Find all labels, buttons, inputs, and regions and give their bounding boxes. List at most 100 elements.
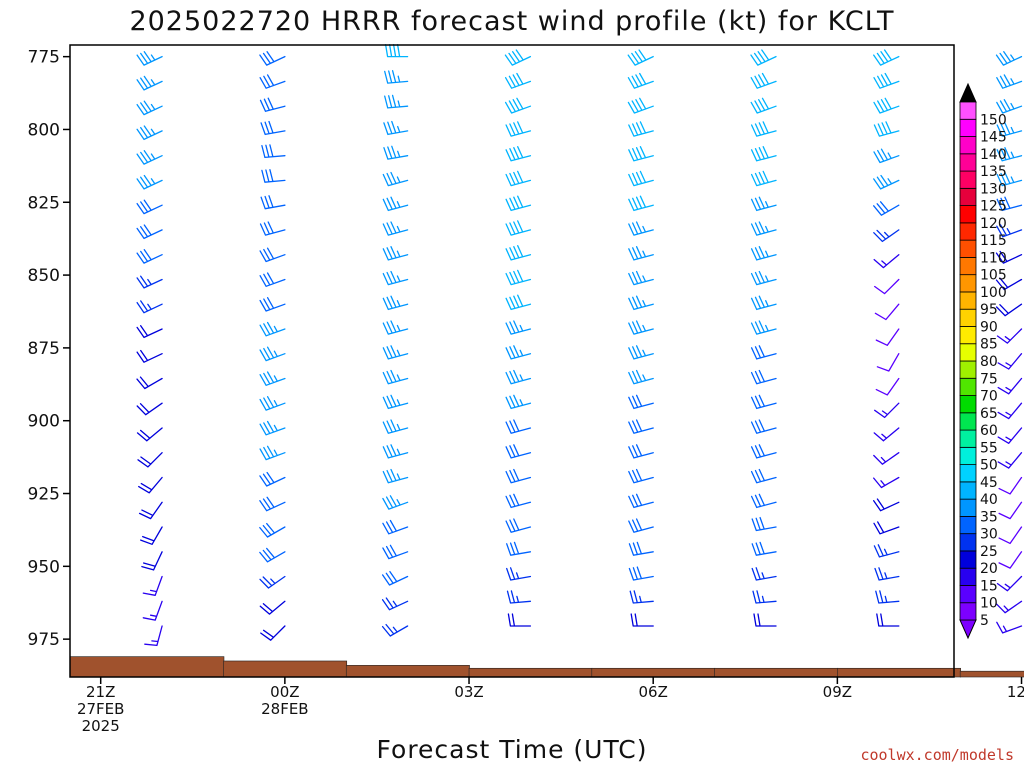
x-tick-label: 09Z xyxy=(823,683,852,701)
barb-staff xyxy=(142,575,163,596)
barb-staff xyxy=(750,295,777,311)
colorbar-swatch xyxy=(959,274,977,293)
wind-barb xyxy=(382,369,409,385)
barb-staff xyxy=(873,254,900,269)
wind-barb xyxy=(259,547,286,563)
barb-staff xyxy=(873,121,900,137)
barb-staff xyxy=(628,468,654,484)
barb-staff xyxy=(259,471,286,487)
y-tick-label: 825 xyxy=(28,193,60,213)
wind-barb xyxy=(136,376,163,390)
barb-staff xyxy=(382,345,409,360)
y-tick-label: 800 xyxy=(28,120,60,140)
barb-staff xyxy=(996,122,1023,137)
wind-barb xyxy=(381,597,409,611)
wind-barb xyxy=(998,551,1023,569)
wind-barb xyxy=(260,625,286,641)
barb-staff xyxy=(382,270,409,286)
wind-barb xyxy=(628,369,654,385)
barb-staff xyxy=(628,394,654,410)
wind-barb xyxy=(628,170,654,187)
barb-staff xyxy=(875,328,900,346)
barb-staff xyxy=(505,121,532,137)
wind-barb xyxy=(136,427,163,442)
wind-barb xyxy=(137,452,163,468)
barb-staff xyxy=(628,369,654,385)
colorbar-swatch xyxy=(959,256,977,276)
wind-barb xyxy=(382,295,409,311)
wind-barb xyxy=(875,328,900,346)
barb-staff xyxy=(505,220,532,236)
wind-barb xyxy=(627,72,654,89)
colorbar-swatch xyxy=(959,377,977,396)
colorbar-label: 25 xyxy=(980,544,998,560)
barb-staff xyxy=(142,600,163,621)
x-tick-label: 27FEB xyxy=(77,700,124,718)
barb-staff xyxy=(261,169,286,183)
barb-staff xyxy=(753,613,777,627)
wind-barb xyxy=(997,353,1023,370)
barb-staff xyxy=(136,125,163,141)
colorbar-swatch xyxy=(959,170,977,189)
colorbar-label: 70 xyxy=(980,389,998,405)
colorbar-swatch xyxy=(959,136,977,155)
wind-barb xyxy=(873,452,900,465)
barb-staff xyxy=(628,419,654,434)
wind-barb xyxy=(382,495,409,510)
wind-barb xyxy=(142,575,163,596)
y-tick-label: 850 xyxy=(28,266,60,286)
wind-barb xyxy=(750,146,777,162)
wind-barb xyxy=(136,150,163,165)
wind-barb xyxy=(996,99,1023,114)
barb-staff xyxy=(138,476,163,494)
wind-barb xyxy=(505,320,532,335)
colorbar-swatch xyxy=(959,360,977,379)
barb-staff xyxy=(750,49,777,66)
wind-barb xyxy=(875,377,900,396)
wind-barb xyxy=(506,590,532,604)
wind-barb xyxy=(259,346,286,362)
barb-staff xyxy=(750,270,777,286)
wind-barb xyxy=(505,121,532,137)
wind-barb xyxy=(874,303,900,321)
barb-staff xyxy=(628,345,654,360)
barb-staff xyxy=(259,420,286,436)
wind-barb xyxy=(382,444,409,459)
wind-barb xyxy=(996,122,1023,137)
wind-barb xyxy=(136,402,163,416)
wind-barb xyxy=(874,567,900,581)
barb-staff xyxy=(996,575,1023,592)
wind-barb xyxy=(505,493,532,509)
barb-staff xyxy=(873,174,900,190)
wind-barb xyxy=(259,297,286,312)
wind-barb xyxy=(874,402,900,419)
ground-segment xyxy=(959,670,1024,678)
barb-staff xyxy=(873,521,900,535)
wind-barb xyxy=(750,345,777,360)
barb-staff xyxy=(259,272,286,287)
barb-staff xyxy=(628,195,654,212)
colorbar-label: 85 xyxy=(980,337,998,353)
wind-barb xyxy=(136,51,163,66)
barb-staff xyxy=(627,97,654,114)
barb-staff xyxy=(259,445,286,461)
wind-barb xyxy=(382,246,409,261)
barb-staff xyxy=(628,121,654,137)
barb-staff xyxy=(998,551,1023,569)
barb-staff xyxy=(628,493,654,509)
barb-staff xyxy=(873,476,900,489)
colorbar-label: 45 xyxy=(980,475,998,491)
barb-staff xyxy=(259,371,286,386)
x-tick-label: 28FEB xyxy=(261,700,308,718)
barb-staff xyxy=(504,97,532,114)
wind-barb xyxy=(873,498,900,512)
barb-staff xyxy=(752,590,777,604)
barb-staff xyxy=(383,145,409,160)
wind-barb xyxy=(628,468,654,484)
wind-barb xyxy=(876,613,900,627)
colorbar-label: 115 xyxy=(980,233,1007,249)
wind-barb xyxy=(628,444,654,459)
barb-staff xyxy=(259,396,286,411)
y-tick-label: 775 xyxy=(28,48,60,68)
